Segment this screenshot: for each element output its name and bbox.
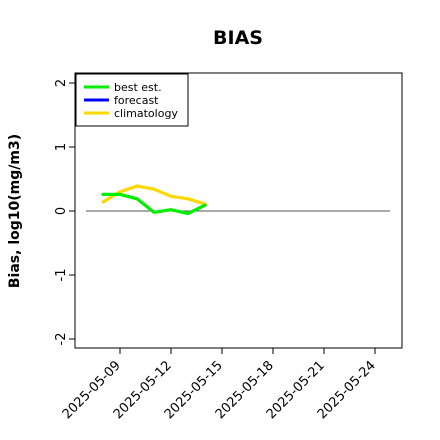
series-line-climatology	[101, 184, 207, 206]
legend-label-climatology: climatology	[114, 107, 178, 120]
chart-title: BIAS	[213, 27, 263, 49]
y-tick-label: 1	[54, 143, 69, 151]
y-tick-label: -2	[54, 333, 69, 346]
series-line-best-est	[101, 192, 207, 216]
y-axis-label: Bias, log10(mg/m3)	[7, 134, 23, 288]
y-tick-label: 2	[54, 79, 69, 87]
y-tick-label: 0	[54, 207, 69, 215]
legend-label-forecast: forecast	[114, 94, 159, 107]
legend-label-best-est: best est.	[114, 81, 162, 94]
y-tick-label: -1	[54, 269, 69, 282]
